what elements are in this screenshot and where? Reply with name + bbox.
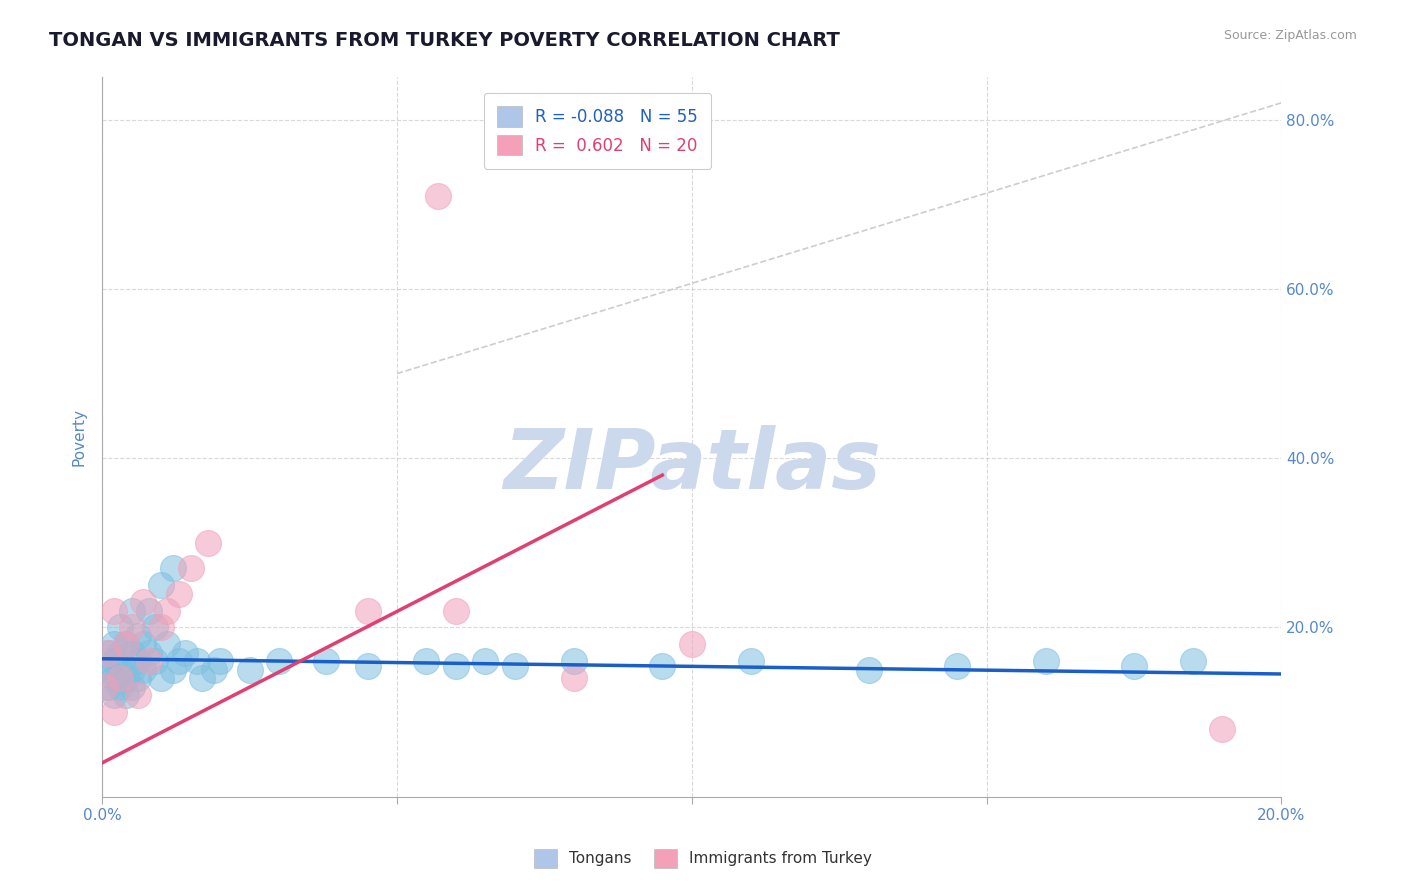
- Point: [108, 680, 131, 694]
- Point: [108, 646, 131, 660]
- Point: [121, 603, 143, 617]
- Point: [127, 654, 149, 668]
- Point: [681, 637, 703, 651]
- Point: [132, 595, 155, 609]
- Point: [162, 561, 184, 575]
- Point: [121, 646, 143, 660]
- Point: [562, 671, 585, 685]
- Point: [150, 671, 173, 685]
- Point: [138, 654, 160, 668]
- Point: [427, 189, 450, 203]
- Point: [127, 671, 149, 685]
- Point: [1181, 654, 1204, 668]
- Point: [156, 637, 179, 651]
- Point: [156, 603, 179, 617]
- Y-axis label: Poverty: Poverty: [72, 408, 86, 466]
- Point: [103, 654, 125, 668]
- Point: [1123, 658, 1146, 673]
- Point: [114, 671, 136, 685]
- Point: [127, 629, 149, 643]
- Point: [474, 654, 496, 668]
- Point: [143, 620, 166, 634]
- Point: [143, 654, 166, 668]
- Point: [444, 603, 467, 617]
- Point: [444, 658, 467, 673]
- Point: [162, 663, 184, 677]
- Point: [150, 578, 173, 592]
- Point: [103, 603, 125, 617]
- Point: [186, 654, 208, 668]
- Point: [167, 654, 190, 668]
- Point: [94, 658, 117, 673]
- Point: [239, 663, 262, 677]
- Point: [103, 705, 125, 719]
- Point: [209, 654, 232, 668]
- Point: [503, 658, 526, 673]
- Point: [114, 637, 136, 651]
- Point: [103, 671, 125, 685]
- Point: [180, 561, 202, 575]
- Point: [114, 688, 136, 702]
- Point: [127, 688, 149, 702]
- Point: [97, 646, 120, 660]
- Point: [97, 680, 120, 694]
- Point: [740, 654, 762, 668]
- Point: [1211, 722, 1233, 736]
- Point: [315, 654, 337, 668]
- Text: ZIPatlas: ZIPatlas: [503, 425, 880, 507]
- Point: [167, 586, 190, 600]
- Point: [173, 646, 195, 660]
- Point: [150, 620, 173, 634]
- Point: [97, 663, 120, 677]
- Point: [562, 654, 585, 668]
- Legend: R = -0.088   N = 55, R =  0.602   N = 20: R = -0.088 N = 55, R = 0.602 N = 20: [484, 93, 711, 169]
- Point: [94, 680, 117, 694]
- Point: [267, 654, 290, 668]
- Point: [108, 620, 131, 634]
- Point: [108, 663, 131, 677]
- Point: [103, 637, 125, 651]
- Point: [946, 658, 969, 673]
- Point: [103, 688, 125, 702]
- Legend: Tongans, Immigrants from Turkey: Tongans, Immigrants from Turkey: [522, 837, 884, 880]
- Point: [356, 658, 378, 673]
- Point: [132, 637, 155, 651]
- Point: [415, 654, 437, 668]
- Point: [651, 658, 673, 673]
- Point: [138, 603, 160, 617]
- Point: [1035, 654, 1057, 668]
- Point: [108, 671, 131, 685]
- Point: [97, 646, 120, 660]
- Point: [114, 637, 136, 651]
- Point: [202, 663, 225, 677]
- Text: Source: ZipAtlas.com: Source: ZipAtlas.com: [1223, 29, 1357, 42]
- Point: [191, 671, 214, 685]
- Point: [121, 663, 143, 677]
- Point: [858, 663, 880, 677]
- Point: [121, 620, 143, 634]
- Point: [197, 536, 219, 550]
- Point: [121, 680, 143, 694]
- Point: [132, 663, 155, 677]
- Text: TONGAN VS IMMIGRANTS FROM TURKEY POVERTY CORRELATION CHART: TONGAN VS IMMIGRANTS FROM TURKEY POVERTY…: [49, 31, 841, 50]
- Point: [138, 646, 160, 660]
- Point: [356, 603, 378, 617]
